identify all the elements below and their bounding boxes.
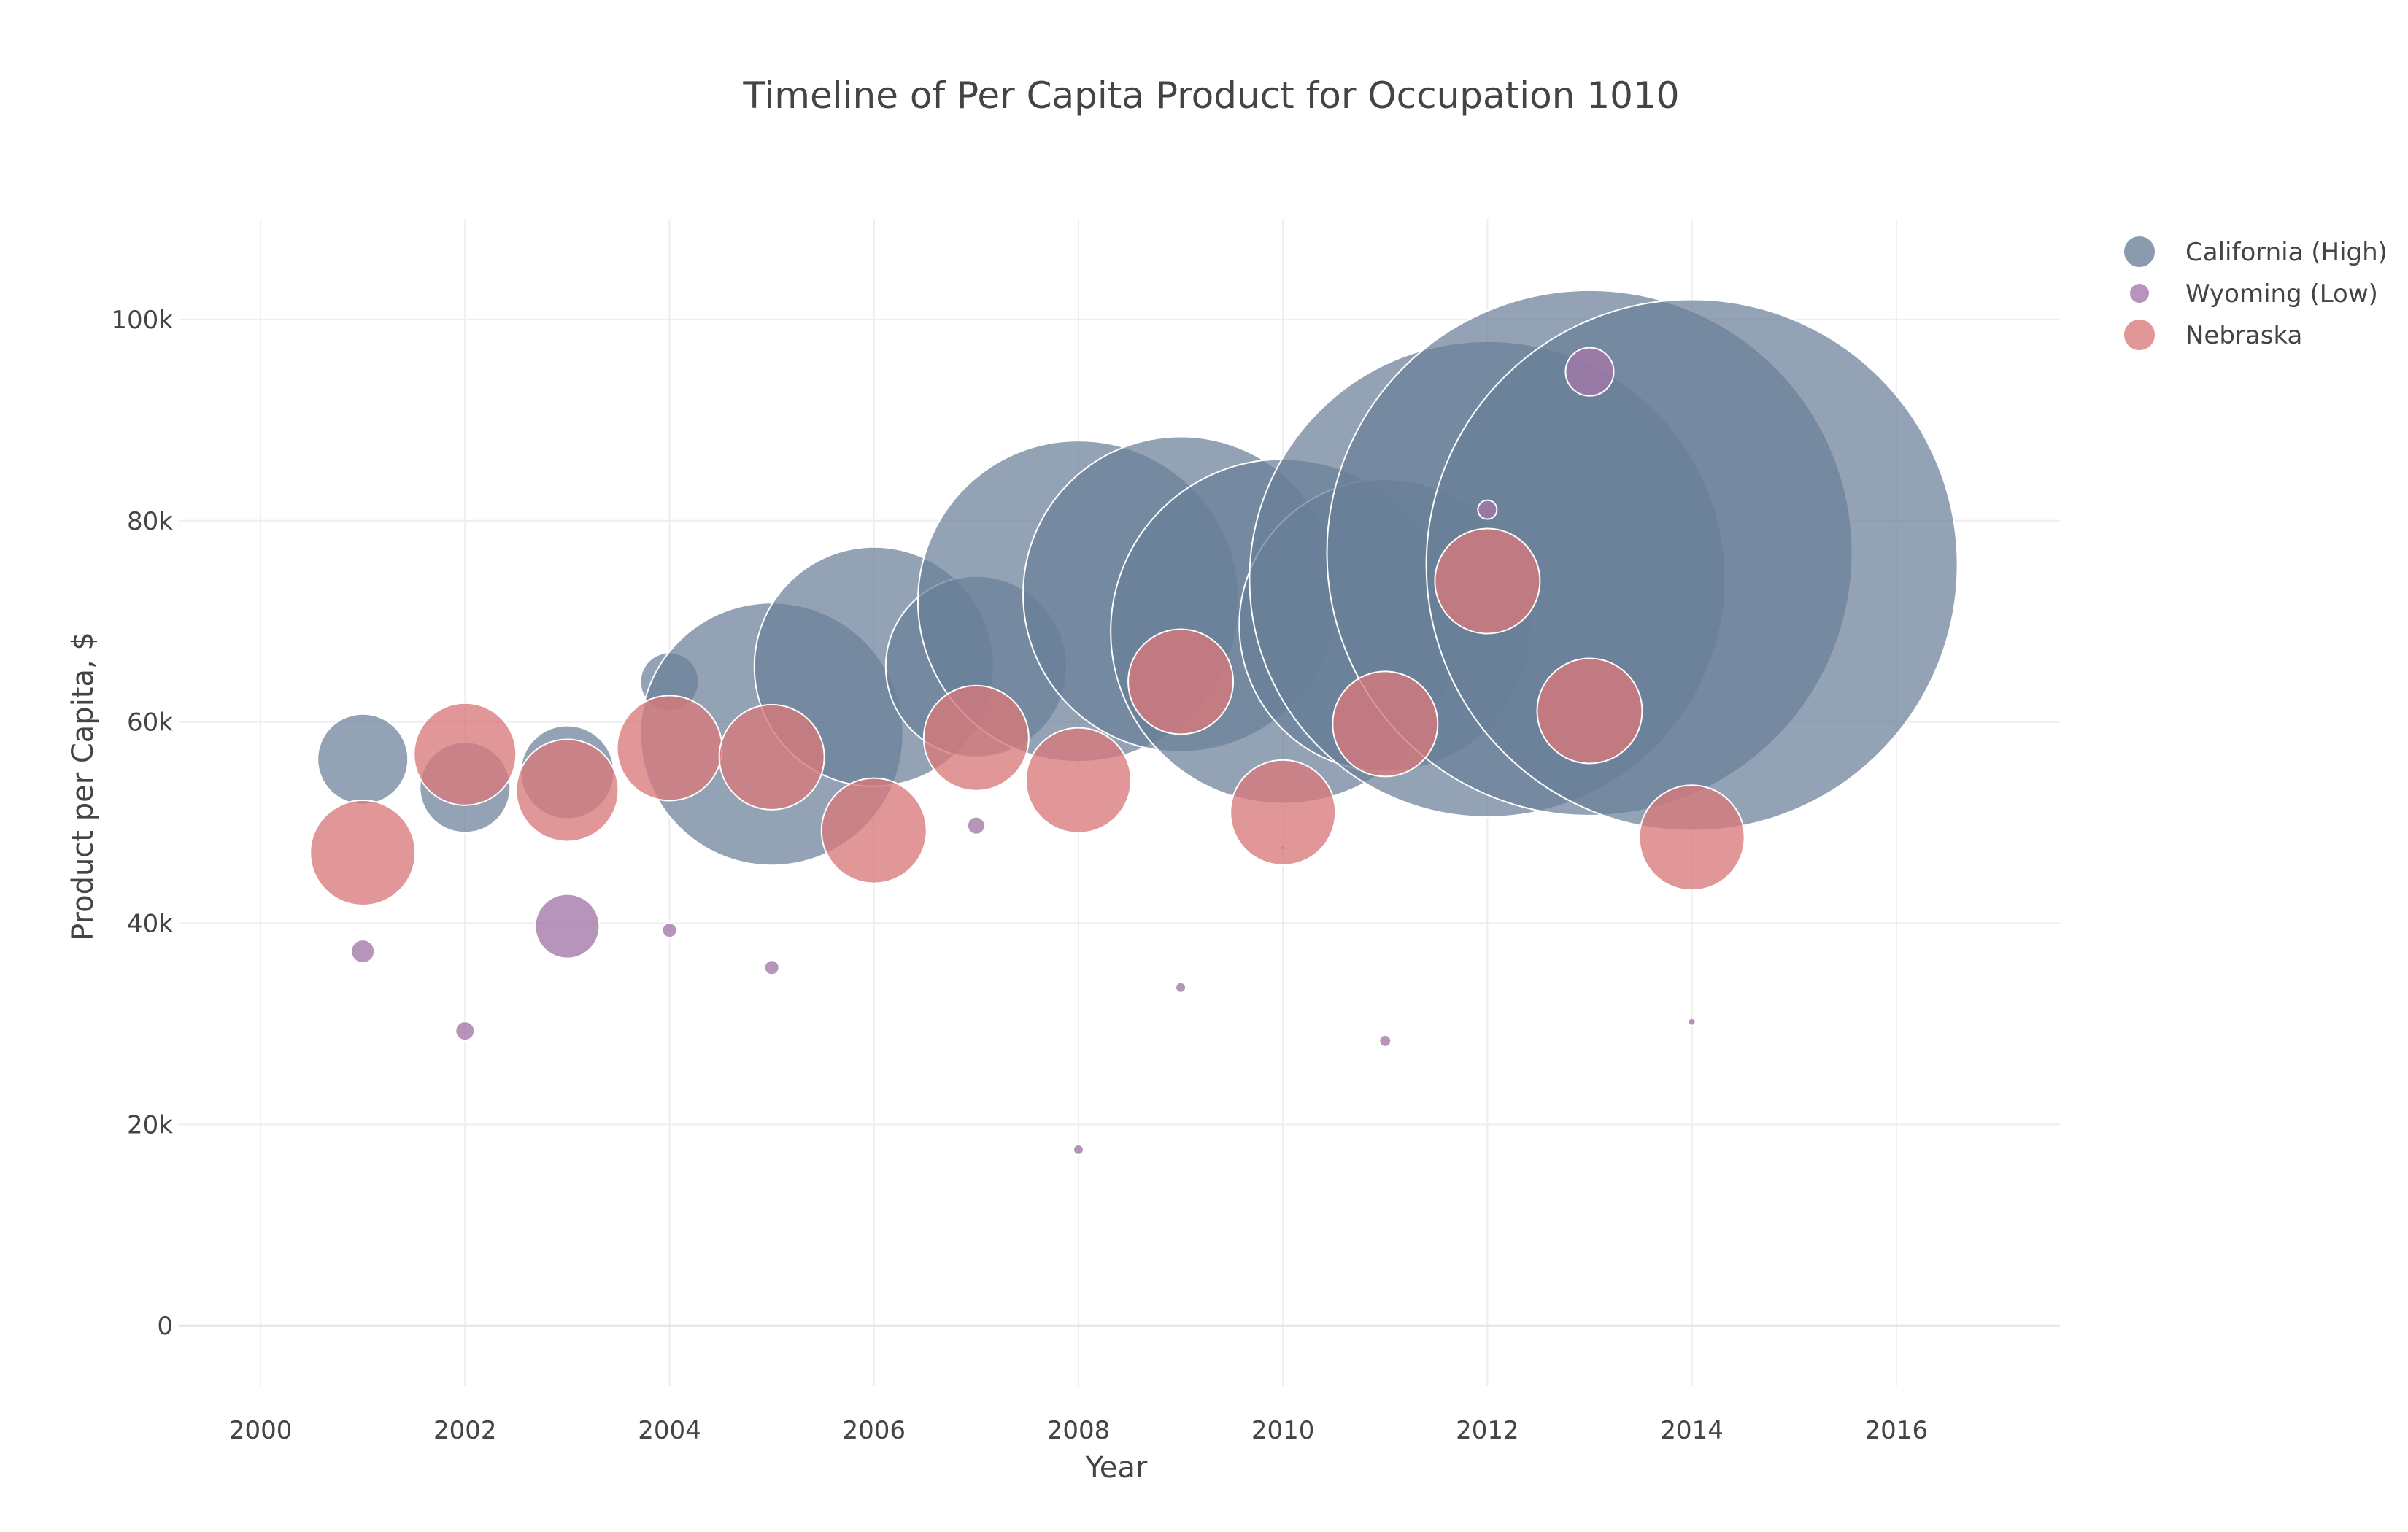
legend-item[interactable]: Nebraska bbox=[2123, 318, 2302, 352]
legend-item[interactable]: Wyoming (Low) bbox=[2129, 279, 2378, 309]
y-tick-label: 100k bbox=[111, 306, 173, 335]
y-axis-title: Product per Capita, $ bbox=[66, 632, 100, 941]
series-group bbox=[309, 527, 1745, 906]
y-tick-label: 60k bbox=[127, 708, 173, 738]
x-tick-label: 2000 bbox=[229, 1416, 293, 1445]
x-tick-label: 2006 bbox=[842, 1416, 906, 1445]
x-tick-label: 2002 bbox=[433, 1416, 497, 1445]
bubble-point bbox=[661, 922, 678, 939]
bubble-point bbox=[1332, 670, 1439, 778]
x-tick-label: 2014 bbox=[1660, 1416, 1724, 1445]
bubble-point bbox=[350, 939, 376, 964]
legend-marker bbox=[2123, 318, 2156, 352]
bubble-point bbox=[317, 713, 409, 805]
x-tick-label: 2010 bbox=[1251, 1416, 1315, 1445]
y-tick-label: 0 bbox=[157, 1312, 173, 1341]
x-tick-label: 2008 bbox=[1047, 1416, 1111, 1445]
bubble-point bbox=[515, 738, 620, 843]
chart-title: Timeline of Per Capita Product for Occup… bbox=[742, 74, 1679, 117]
bubble-point bbox=[820, 777, 927, 884]
bubble-point bbox=[1638, 784, 1745, 891]
x-axis-title: Year bbox=[1085, 1451, 1148, 1485]
legend-marker bbox=[2123, 235, 2156, 268]
bubble-point bbox=[718, 703, 825, 811]
bubble-point bbox=[1378, 1034, 1392, 1048]
x-tick-label: 2012 bbox=[1456, 1416, 1519, 1445]
legend[interactable]: California (High) Wyoming (Low) Nebraska bbox=[2123, 235, 2388, 352]
bubble-point bbox=[1536, 657, 1643, 765]
bubble-point bbox=[1434, 527, 1541, 635]
legend-item[interactable]: California (High) bbox=[2123, 235, 2388, 268]
bubble-point bbox=[1230, 759, 1337, 866]
bubble-point bbox=[1072, 1143, 1084, 1156]
bubble-point bbox=[413, 702, 517, 806]
x-tick-label: 2004 bbox=[638, 1416, 701, 1445]
bubble-point bbox=[1175, 981, 1187, 994]
bubble-point bbox=[922, 684, 1030, 792]
y-tick-label: 80k bbox=[127, 507, 173, 536]
bubble-point bbox=[309, 799, 417, 906]
bubble-point bbox=[966, 816, 986, 835]
bubble-point bbox=[1127, 628, 1235, 735]
y-tick-label: 20k bbox=[127, 1110, 173, 1140]
bubble-point bbox=[534, 893, 601, 959]
legend-marker bbox=[2129, 282, 2150, 304]
legend-label: Wyoming (Low) bbox=[2185, 279, 2378, 309]
bubble-point bbox=[1687, 1017, 1697, 1026]
bubble-marks bbox=[309, 289, 1959, 1156]
y-tick-label: 40k bbox=[127, 910, 173, 939]
legend-label: Nebraska bbox=[2185, 321, 2302, 350]
bubble-point bbox=[1564, 347, 1615, 397]
bubble-point bbox=[763, 959, 780, 976]
x-tick-label: 2016 bbox=[1865, 1416, 1929, 1445]
bubble-point bbox=[1477, 499, 1498, 520]
bubble-point bbox=[616, 695, 723, 802]
bubble-point bbox=[1024, 727, 1132, 834]
bubble-point bbox=[455, 1021, 476, 1042]
axis-ticks: 2000 2002 2004 2006 2008 2010 2012 2014 2016 0 20k… bbox=[111, 306, 1928, 1445]
series-group bbox=[350, 347, 1697, 1156]
legend-label: California (High) bbox=[2185, 238, 2388, 267]
